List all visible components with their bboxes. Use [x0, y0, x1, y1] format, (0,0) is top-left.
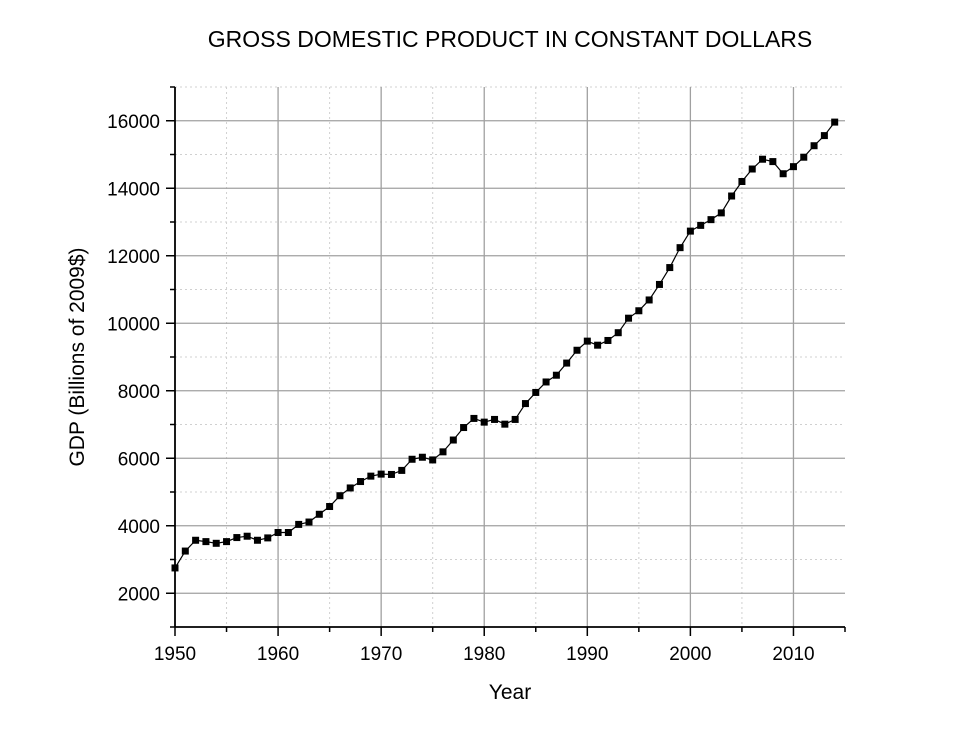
series-layer: [171, 118, 839, 572]
x-tick-label: 2010: [772, 644, 814, 665]
data-point: [521, 400, 529, 408]
y-tick-label: 4000: [118, 517, 160, 538]
data-point: [789, 163, 797, 171]
x-tick-label: 1950: [154, 644, 196, 665]
data-point: [212, 539, 220, 547]
data-point: [686, 227, 694, 235]
data-point: [408, 455, 416, 463]
data-point: [645, 296, 653, 304]
data-point: [470, 414, 478, 422]
data-point: [346, 484, 354, 492]
data-point: [563, 359, 571, 367]
data-point: [202, 538, 210, 546]
y-tick-label: 12000: [107, 247, 160, 268]
series-line: [174, 121, 836, 569]
data-point: [573, 346, 581, 354]
data-point: [800, 153, 808, 161]
data-point: [831, 118, 839, 126]
data-point: [717, 209, 725, 217]
data-point: [274, 529, 282, 536]
data-point: [326, 503, 334, 511]
data-point: [398, 466, 406, 474]
data-point: [676, 244, 684, 252]
data-point: [171, 564, 179, 572]
data-point: [707, 216, 715, 224]
data-point: [748, 165, 756, 173]
data-point: [614, 329, 622, 337]
y-tick-label: 8000: [118, 382, 160, 403]
data-point: [449, 436, 457, 444]
data-point: [377, 470, 385, 478]
x-tick-label: 1990: [566, 644, 608, 665]
data-point: [387, 470, 395, 478]
data-point: [604, 336, 612, 344]
data-point: [820, 132, 828, 140]
x-axis-label: Year: [489, 681, 531, 704]
data-point: [542, 378, 550, 386]
data-point: [625, 314, 633, 322]
data-point: [594, 341, 602, 349]
data-point: [511, 415, 519, 423]
ticks: 1950 1960 1970 1980 1990 2000 2010 2000 4000 6000…: [107, 86, 846, 665]
data-point: [253, 536, 261, 544]
data-point: [769, 158, 777, 166]
data-point: [357, 478, 365, 486]
data-point: [429, 456, 437, 464]
data-point: [655, 280, 663, 288]
data-point: [264, 534, 272, 542]
data-point: [759, 155, 767, 163]
data-point: [501, 420, 509, 428]
data-point: [810, 142, 818, 150]
data-point: [295, 520, 303, 528]
data-point: [192, 536, 200, 544]
data-point: [480, 418, 488, 426]
data-point: [284, 529, 292, 536]
data-point: [666, 264, 674, 272]
y-tick-label: 6000: [118, 449, 160, 470]
y-tick-label: 14000: [107, 179, 160, 200]
data-point: [367, 472, 375, 480]
data-point: [439, 448, 447, 456]
x-tick-label: 1960: [257, 644, 299, 665]
data-point: [583, 337, 591, 345]
y-axis-label: GDP (Billions of 2009$): [66, 247, 89, 466]
chart-title: GROSS DOMESTIC PRODUCT IN CONSTANT DOLLA…: [208, 26, 812, 52]
data-point: [552, 371, 560, 379]
data-point: [336, 492, 344, 500]
y-tick-label: 10000: [107, 314, 160, 335]
x-tick-label: 1980: [463, 644, 505, 665]
data-point: [728, 192, 736, 200]
data-point: [243, 532, 251, 540]
data-point: [738, 178, 746, 185]
data-point: [223, 538, 231, 546]
x-tick-label: 2000: [669, 644, 711, 665]
y-tick-label: 16000: [107, 112, 160, 133]
data-point: [315, 510, 323, 518]
data-point: [233, 534, 241, 542]
data-point: [418, 453, 426, 461]
data-point: [697, 221, 705, 229]
data-point: [532, 388, 540, 396]
data-point: [779, 170, 787, 178]
data-point: [460, 424, 468, 432]
data-point: [635, 307, 643, 315]
x-tick-label: 1970: [360, 644, 402, 665]
data-point: [181, 547, 189, 555]
y-tick-label: 2000: [118, 584, 160, 605]
data-point: [305, 518, 313, 526]
grid: [175, 86, 845, 628]
data-point: [491, 415, 499, 423]
